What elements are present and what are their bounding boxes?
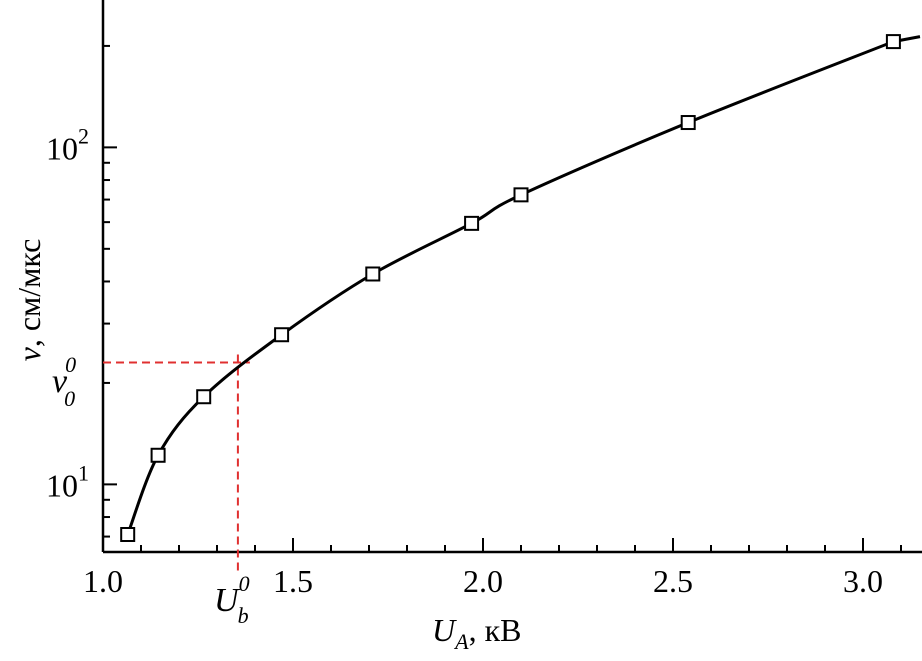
data-point: [274, 327, 290, 343]
series-curve: [126, 35, 921, 536]
x-tick-label: 2.5: [653, 563, 693, 599]
y-tick-label: 101: [46, 460, 89, 503]
data-point: [680, 115, 696, 131]
data-point: [196, 389, 212, 405]
x-tick-label: 2.0: [463, 563, 503, 599]
axes: [101, 0, 922, 554]
y-tick-label: 102: [46, 123, 89, 166]
y-axis-title: v, см/мкс: [11, 239, 47, 362]
series-markers: [120, 34, 901, 543]
data-point: [120, 527, 136, 543]
data-point: [513, 187, 529, 203]
data-point: [365, 266, 381, 282]
v0-label: v0 0: [52, 352, 76, 411]
x-tick-label: 1.0: [83, 563, 123, 599]
x-tick-label: 3.0: [843, 563, 883, 599]
x-axis-title: UA, кВ: [432, 612, 521, 654]
data-point: [885, 34, 901, 50]
x-tick-label: 1.5: [273, 563, 313, 599]
reference-lines: [103, 354, 250, 574]
data-point: [464, 215, 480, 231]
series-line: [126, 35, 921, 536]
data-point: [150, 447, 166, 463]
tick-labels: 1.0 1.5 2.0 2.5 3.0 101 102: [46, 123, 883, 599]
ub0-label: U0 b: [214, 571, 250, 628]
